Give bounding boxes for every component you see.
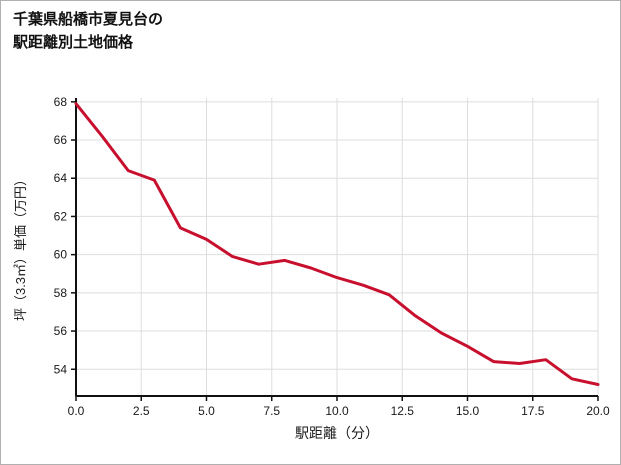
y-tick-label: 56 [54,324,68,338]
x-tick-label: 7.5 [263,404,280,418]
y-axis-label: 坪（3.3㎡）単価（万円） [13,173,28,321]
x-tick-label: 20.0 [586,404,610,418]
y-tick-label: 66 [54,133,68,147]
y-tick-label: 62 [54,209,68,223]
x-tick-label: 10.0 [325,404,349,418]
x-tick-label: 12.5 [391,404,415,418]
x-axis-label: 駅距離（分） [295,425,379,441]
chart-title: 千葉県船橋市夏見台の 駅距離別土地価格 [13,9,163,54]
price-line [74,102,600,386]
y-tick-label: 58 [54,286,68,300]
x-tick-label: 17.5 [521,404,545,418]
x-tick-label: 5.0 [198,404,215,418]
chart-title-line2: 駅距離別土地価格 [13,33,134,51]
y-tick-label: 54 [54,362,68,376]
y-tick-label: 68 [54,95,68,109]
chart-title-line1: 千葉県船橋市夏見台の [13,11,164,28]
y-tick-label: 60 [54,248,68,262]
x-tick-label: 0.0 [68,404,85,418]
x-tick-label: 15.0 [456,404,480,418]
x-tick-label: 2.5 [133,404,150,418]
y-tick-label: 64 [54,171,68,185]
